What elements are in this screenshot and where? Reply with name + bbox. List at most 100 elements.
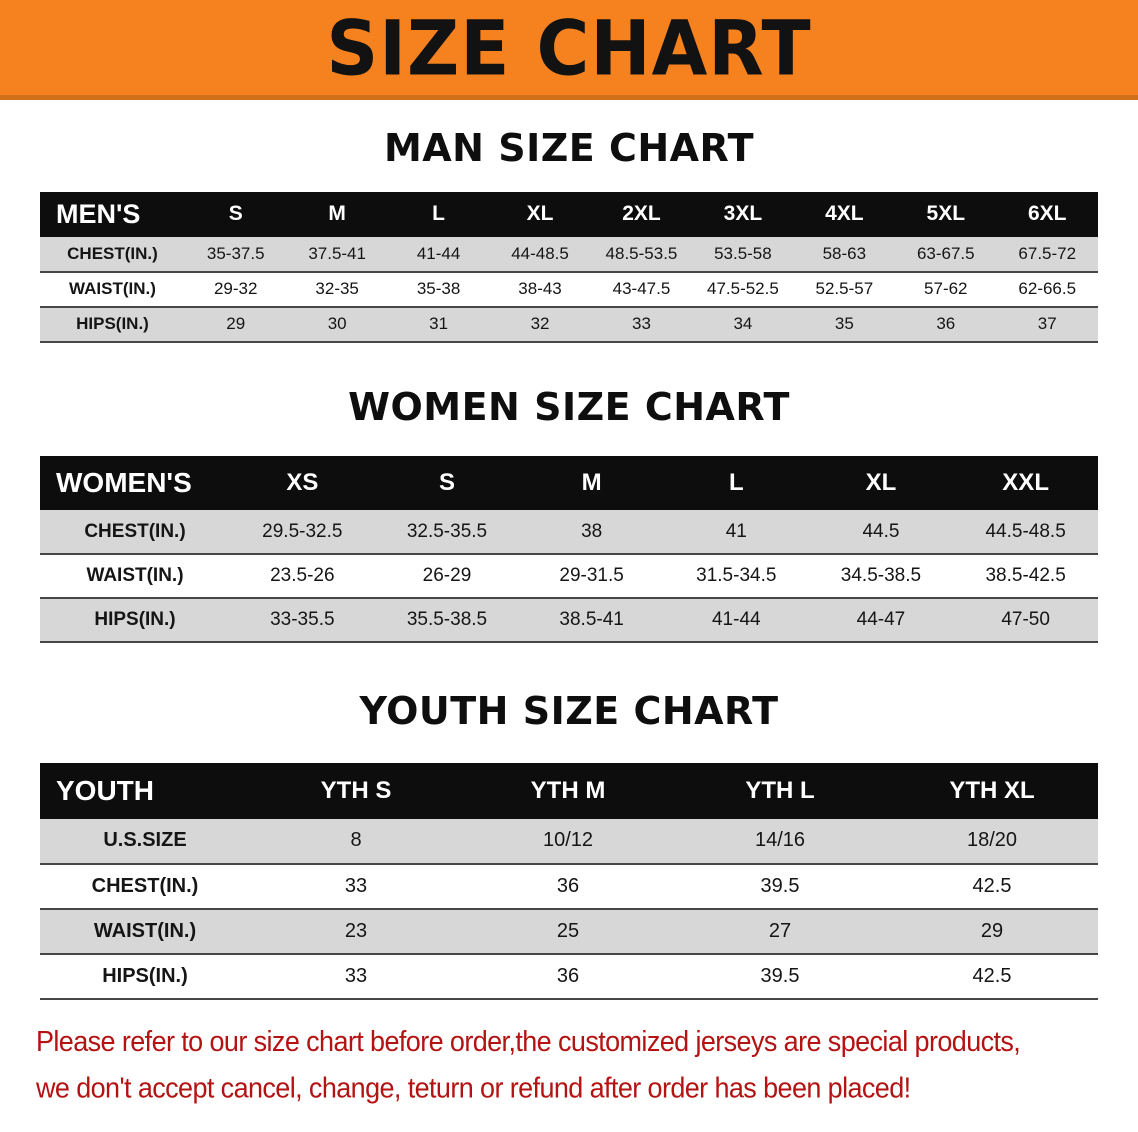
size-value-cell: 35-37.5 bbox=[206, 243, 265, 263]
size-header-row: WOMEN'S XS S M L XL XXL bbox=[40, 456, 1098, 511]
size-header-cell: YTH L bbox=[674, 762, 886, 819]
size-value-cell: 14/16 bbox=[754, 829, 806, 852]
size-header-cell: XL bbox=[808, 456, 954, 511]
size-value-cell: 18/20 bbox=[966, 829, 1018, 852]
size-value-cell: 34.5-38.5 bbox=[840, 565, 922, 587]
size-header-cell: 4XL bbox=[793, 191, 896, 237]
size-value-cell: 35-38 bbox=[416, 279, 461, 299]
size-value-cell: 37 bbox=[1037, 314, 1057, 334]
measurement-row: HIPS(IN.) 33-35.5 35.5-38.5 38.5-41 41-44 44-… bbox=[40, 598, 1098, 643]
size-value-cell: 38.5-41 bbox=[559, 609, 624, 631]
size-value-cell: 44-48.5 bbox=[511, 243, 569, 263]
size-value-cell: 26-29 bbox=[422, 565, 472, 587]
size-header-cell: 5XL bbox=[895, 191, 997, 237]
measurement-row: CHEST(IN.) 33 36 39.5 42.5 bbox=[40, 864, 1098, 909]
size-value-cell: 47.5-52.5 bbox=[706, 279, 779, 299]
size-header-row: MEN'S S M L XL 2XL 3XL 4XL 5XL 6XL bbox=[40, 191, 1098, 237]
disclaimer-line: we don't accept cancel, change, teturn o… bbox=[36, 1071, 911, 1104]
size-value-cell: 23 bbox=[344, 919, 368, 942]
size-header-cell: 6XL bbox=[996, 191, 1098, 237]
size-value-cell: 33 bbox=[632, 314, 651, 334]
size-header-cell: XXL bbox=[953, 456, 1098, 511]
size-value-cell: 52.5-57 bbox=[815, 279, 874, 299]
size-value-cell: 38-43 bbox=[518, 279, 562, 299]
size-chart-section: YOUTH SIZE CHART YOUTH YTH S YTH M YTH L YTH… bbox=[40, 689, 1098, 1000]
size-value-cell: 29 bbox=[226, 314, 246, 334]
size-value-cell: 34 bbox=[733, 314, 753, 334]
size-value-cell: 67.5-72 bbox=[1018, 243, 1077, 263]
size-value-cell: 38 bbox=[581, 520, 603, 542]
size-chart-section: WOMEN SIZE CHART WOMEN'S XS S M L XL XXL CHEST… bbox=[40, 385, 1098, 644]
size-value-cell: 57-62 bbox=[924, 279, 968, 299]
size-value-cell: 37.5-41 bbox=[308, 243, 366, 263]
size-value-cell: 38.5-42.5 bbox=[985, 565, 1066, 587]
size-header-row: YOUTH YTH S YTH M YTH L YTH XL bbox=[40, 762, 1098, 819]
size-table: MEN'S S M L XL 2XL 3XL 4XL 5XL 6XL CHEST(IN.) 35-3… bbox=[40, 191, 1098, 343]
size-value-cell: 44.5 bbox=[862, 520, 900, 542]
measurement-row: WAIST(IN.) 23.5-26 26-29 29-31.5 31.5-34.5 34… bbox=[40, 554, 1098, 599]
size-header-cell: YTH XL bbox=[886, 762, 1098, 819]
size-value-cell: 39.5 bbox=[760, 964, 800, 987]
row-label: CHEST(IN.) bbox=[67, 243, 158, 263]
size-value-cell: 27 bbox=[768, 919, 792, 942]
row-label: CHEST(IN.) bbox=[91, 874, 199, 897]
size-header-cell: L bbox=[663, 456, 809, 511]
section-heading: MAN SIZE CHART bbox=[383, 126, 755, 170]
measurement-row: U.S.SIZE 8 10/12 14/16 18/20 bbox=[40, 818, 1098, 864]
measurement-row: WAIST(IN.) 23 25 27 29 bbox=[40, 908, 1098, 954]
size-header-cell: XL bbox=[489, 191, 591, 237]
size-value-cell: 43-47.5 bbox=[612, 279, 671, 299]
size-value-cell: 35.5-38.5 bbox=[406, 609, 488, 631]
measurement-row: WAIST(IN.) 29-32 32-35 35-38 38-43 43-47.5 47.… bbox=[40, 272, 1098, 307]
size-value-cell: 32.5-35.5 bbox=[406, 520, 488, 542]
measurement-row: CHEST(IN.) 29.5-32.5 32.5-35.5 38 41 44.5 44.5… bbox=[40, 510, 1098, 555]
row-label: WAIST(IN.) bbox=[93, 919, 197, 942]
size-value-cell: 42.5 bbox=[972, 874, 1012, 897]
size-table: YOUTH YTH S YTH M YTH L YTH XL U.S.SIZE 8 10/1… bbox=[40, 762, 1098, 1000]
size-chart-banner: SIZE CHART bbox=[0, 0, 1138, 100]
size-value-cell: 42.5 bbox=[972, 964, 1012, 987]
size-value-cell: 53.5-58 bbox=[714, 243, 772, 263]
size-value-cell: 58-63 bbox=[822, 243, 867, 263]
size-value-cell: 63-67.5 bbox=[916, 243, 975, 263]
size-value-cell: 41 bbox=[725, 520, 747, 542]
size-header-cell: M bbox=[286, 191, 388, 237]
size-value-cell: 44.5-48.5 bbox=[985, 520, 1066, 542]
disclaimer-line: Please refer to our size chart before or… bbox=[36, 1025, 1021, 1058]
size-value-cell: 39.5 bbox=[760, 874, 800, 897]
table-title-cell: YOUTH bbox=[40, 762, 250, 819]
size-value-cell: 30 bbox=[327, 314, 347, 334]
size-chart-section: MAN SIZE CHART MEN'S S M L XL 2XL 3XL 4XL 5XL 6XL… bbox=[40, 126, 1098, 343]
size-header-cell: 2XL bbox=[590, 191, 693, 237]
size-value-cell: 33 bbox=[344, 874, 368, 897]
disclaimer: Please refer to our size chart before or… bbox=[36, 1018, 1102, 1111]
size-charts-container: MAN SIZE CHART MEN'S S M L XL 2XL 3XL 4XL 5XL 6XL… bbox=[0, 126, 1138, 1000]
size-header-cell: M bbox=[519, 456, 664, 511]
row-label: HIPS(IN.) bbox=[76, 314, 149, 334]
size-value-cell: 33-35.5 bbox=[270, 609, 335, 631]
size-value-cell: 29-31.5 bbox=[559, 565, 624, 587]
size-value-cell: 47-50 bbox=[1001, 609, 1050, 631]
size-header-cell: XS bbox=[230, 456, 375, 511]
size-value-cell: 25 bbox=[556, 919, 580, 942]
size-table: WOMEN'S XS S M L XL XXL CHEST(IN.) 29.5-32.5 32.… bbox=[40, 456, 1098, 643]
size-value-cell: 36 bbox=[556, 964, 580, 987]
size-header-cell: 3XL bbox=[692, 191, 794, 237]
size-value-cell: 48.5-53.5 bbox=[605, 243, 678, 263]
table-title-cell: WOMEN'S bbox=[40, 456, 230, 511]
size-header-cell: S bbox=[374, 456, 520, 511]
size-value-cell: 29-32 bbox=[213, 279, 258, 299]
size-value-cell: 33 bbox=[344, 964, 368, 987]
measurement-row: HIPS(IN.) 33 36 39.5 42.5 bbox=[40, 954, 1098, 999]
row-label: U.S.SIZE bbox=[103, 829, 187, 852]
size-value-cell: 36 bbox=[936, 314, 956, 334]
row-label: CHEST(IN.) bbox=[84, 520, 186, 542]
row-label: HIPS(IN.) bbox=[94, 609, 176, 631]
size-value-cell: 36 bbox=[556, 874, 580, 897]
size-header-cell: YTH S bbox=[250, 762, 462, 819]
size-header-cell: L bbox=[387, 191, 490, 237]
size-value-cell: 41-44 bbox=[416, 243, 461, 263]
row-label: HIPS(IN.) bbox=[102, 964, 188, 987]
size-value-cell: 8 bbox=[350, 829, 362, 852]
size-header-cell: YTH M bbox=[462, 762, 674, 819]
